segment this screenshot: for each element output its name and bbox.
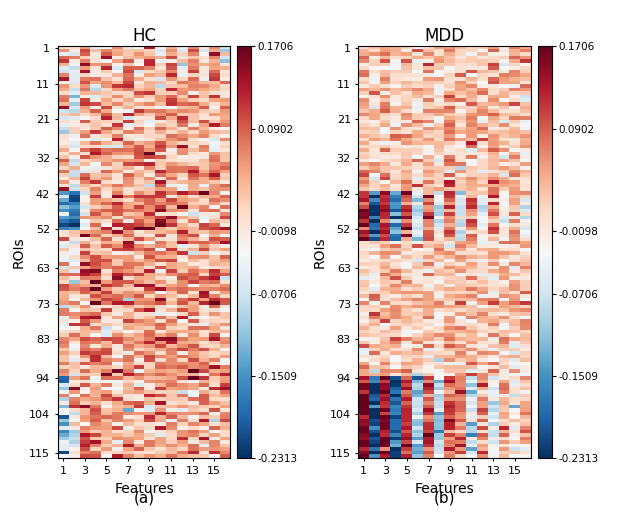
Text: (a): (a) (133, 490, 155, 505)
Y-axis label: ROIs: ROIs (313, 236, 327, 268)
Text: (b): (b) (434, 490, 456, 505)
Y-axis label: ROIs: ROIs (12, 236, 26, 268)
X-axis label: Features: Features (415, 482, 475, 495)
X-axis label: Features: Features (114, 482, 174, 495)
Title: MDD: MDD (425, 27, 465, 45)
Title: HC: HC (132, 27, 156, 45)
